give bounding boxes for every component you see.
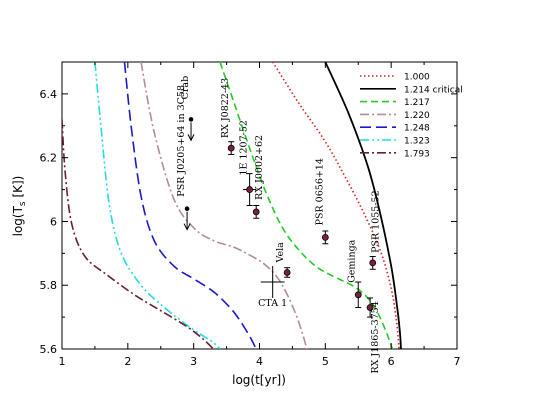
obs-point (369, 259, 377, 267)
x-tick-label: 6 (388, 355, 395, 368)
obs-label: CTA 1 (258, 298, 287, 309)
obs-label: Crab (180, 76, 191, 100)
obs-point (188, 117, 194, 122)
obs-point (252, 208, 260, 216)
x-tick-label: 3 (190, 355, 197, 368)
legend-label: 1.217 (404, 98, 430, 108)
y-tick-label: 6 (50, 215, 57, 228)
legend-label: 1.214 critical (404, 85, 463, 95)
cooling-curve (140, 62, 308, 349)
x-tick-label: 4 (256, 355, 263, 368)
curves-layer (62, 62, 402, 349)
y-axis-label-sub: s (18, 201, 28, 206)
x-tick-label: 5 (322, 355, 329, 368)
y-axis-label: log(Ts [K]) (11, 176, 28, 237)
cooling-curve (324, 62, 402, 349)
obs-label: PSR 0656+14 (314, 158, 325, 225)
y-tick-label: 5.6 (40, 343, 58, 356)
obs-point (283, 269, 291, 276)
legend: 1.000 1.214 critical 1.217 1.220 1.248 1.323 1… (360, 73, 463, 159)
obs-arrowhead (183, 223, 191, 231)
obs-label: 1E 1207-52 (239, 120, 250, 175)
legend-label: 1.220 (404, 111, 430, 121)
x-tick-label: 7 (454, 355, 461, 368)
obs-label: RX J0002+62 (254, 135, 265, 200)
cooling-curve (123, 62, 257, 349)
x-tick-label: 2 (124, 355, 131, 368)
y-tick-label: 6.4 (40, 88, 58, 101)
obs-label: PSR J0205+64 in 3C58 (176, 85, 187, 197)
obs-point (366, 304, 374, 311)
legend-label: 1.323 (404, 137, 430, 147)
obs-point (246, 186, 254, 193)
y-tick-label: 5.8 (40, 279, 58, 292)
obs-arrowhead (187, 134, 195, 142)
obs-point (321, 233, 329, 241)
obs-label: PSR 1055-52 (371, 190, 382, 253)
obs-point (227, 144, 235, 152)
ticks-layer: 1 2 3 4 5 6 7 5.6 5.8 6 6.2 6.4 (40, 61, 461, 368)
cooling-curve (219, 62, 394, 349)
obs-label: RX J0822-43 (220, 78, 231, 138)
obs-label: Vela (275, 242, 286, 264)
y-tick-label: 6.2 (40, 152, 58, 165)
x-tick-label: 1 (59, 355, 66, 368)
x-axis-label: log(t[yr]) (232, 373, 286, 387)
legend-label: 1.000 (404, 73, 430, 83)
obs-point (354, 291, 362, 299)
y-axis-label-tail: [K]) (11, 176, 25, 202)
y-axis-label-main: log(T (11, 205, 25, 236)
cooling-curve (62, 119, 214, 349)
cooling-curve (272, 62, 400, 349)
legend-label: 1.793 (404, 149, 430, 159)
legend-label: 1.248 (404, 124, 430, 134)
cooling-curve (94, 62, 221, 349)
obs-point (184, 206, 190, 211)
obs-label: RX J1865-3754 (370, 301, 381, 373)
obs-label: Geminga (346, 239, 357, 282)
